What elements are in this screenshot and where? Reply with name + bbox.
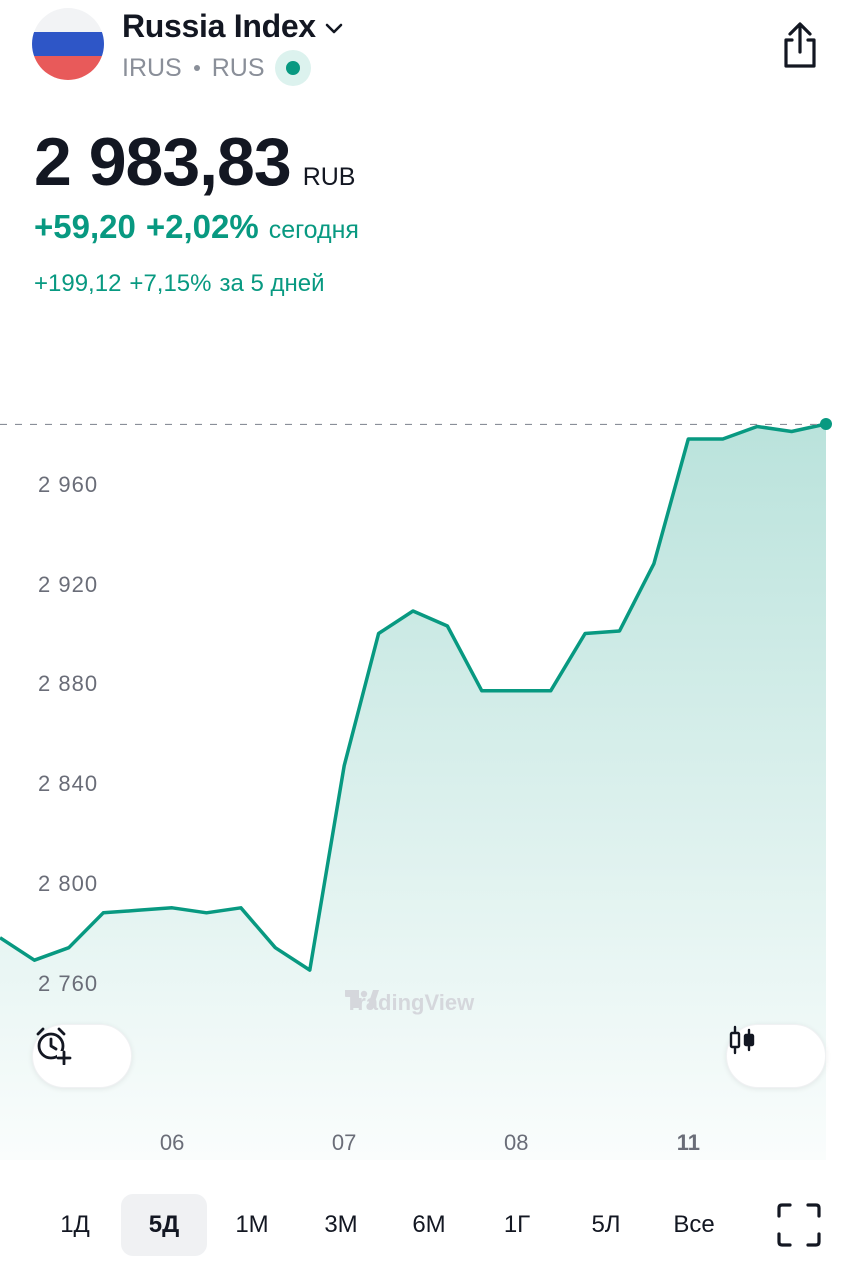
timeframe-tab[interactable]: 5Л [591,1211,621,1238]
chart-canvas[interactable] [0,400,860,1170]
y-tick-label: 2 840 [38,771,99,797]
change-label: сегодня [268,216,359,244]
period-change-absolute: +199,12 [34,270,122,297]
symbol-subtitle: IRUS RUS [122,50,311,86]
add-alert-button[interactable] [32,1024,132,1088]
timeframe-tab[interactable]: 5Д [121,1194,207,1256]
price-chart[interactable]: 2 960 2 920 2 880 2 840 2 800 2 760 06 07 08 11 … [0,400,860,1170]
timeframe-tab[interactable]: 3М [324,1211,358,1238]
period-change-label: за 5 дней [219,270,325,297]
y-tick-label: 2 760 [38,970,99,996]
timeframe-tab[interactable]: Все [673,1211,715,1238]
last-point-marker [820,418,832,430]
x-tick-label: 11 [676,1130,700,1155]
timeframe-tab[interactable]: 1Д [60,1211,90,1238]
alarm-plus-icon [36,1027,72,1065]
fullscreen-icon[interactable] [776,1202,822,1248]
change-absolute: +59,20 [34,208,136,245]
currency: RUB [302,163,356,191]
daily-change: +59,20 +2,02% сегодня [34,208,359,246]
area-fill [0,424,826,1160]
tradingview-watermark: TradingView [345,990,474,1016]
separator-dot [193,65,200,71]
symbol-selector[interactable]: Russia Index [122,8,344,45]
timeframe-tab[interactable]: 1М [235,1211,269,1238]
russia-flag-icon [32,8,104,80]
timeframe-tab[interactable]: 1Г [503,1211,531,1238]
y-tick-label: 2 960 [38,471,99,497]
x-tick-label: 08 [504,1130,529,1155]
share-icon[interactable] [776,20,824,72]
header: Russia Index IRUS RUS [0,0,860,100]
x-tick-label: 07 [331,1130,357,1155]
y-tick-label: 2 880 [38,671,99,697]
market-status[interactable] [274,50,311,86]
change-percent: +2,02% [145,208,259,245]
exchange: RUS [211,53,265,82]
timeframe-tab[interactable]: 6М [412,1211,446,1238]
last-price: 2 983,83 [34,124,292,200]
live-status-dot-icon [285,61,300,75]
chart-type-button[interactable] [726,1024,826,1088]
x-tick-label: 06 [159,1130,185,1155]
period-change: +199,12 +7,15% за 5 дней [34,270,325,298]
ticker: IRUS [122,53,182,82]
timeframe-tabs: 1Д 5Д 1М 3М 6М 1Г 5Л Все [0,1190,860,1260]
y-tick-label: 2 800 [38,870,99,896]
chevron-down-icon [325,23,343,33]
price-block: 2 983,83 RUB [34,128,356,196]
y-tick-label: 2 920 [38,571,99,597]
price-line [0,422,827,972]
candlestick-icon [729,1025,755,1055]
tradingview-logo-icon [345,990,379,1008]
period-change-percent: +7,15% [129,270,212,297]
symbol-title: Russia Index [122,8,316,44]
